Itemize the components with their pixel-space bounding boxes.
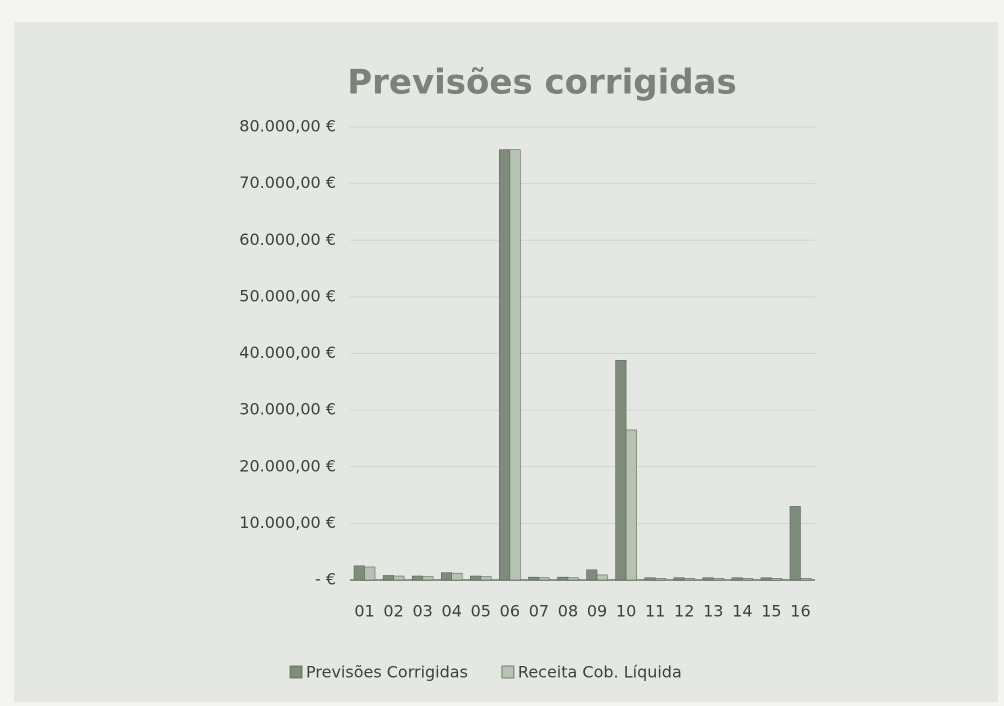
bar [567, 577, 579, 581]
bar [702, 577, 714, 581]
x-tick-label: 04 [442, 602, 462, 621]
bar [586, 569, 598, 581]
bar [673, 577, 685, 581]
legend-label: Previsões Corrigidas [306, 663, 468, 682]
bar [596, 574, 608, 581]
y-tick-label: 40.000,00 € [239, 343, 336, 362]
bar [411, 575, 423, 581]
bar [528, 576, 540, 581]
y-tick-label: 80.000,00 € [239, 117, 336, 136]
bar [422, 576, 434, 581]
y-tick-label: 60.000,00 € [239, 230, 336, 249]
x-tick-label: 16 [790, 602, 810, 621]
bar [451, 572, 463, 581]
bar [364, 566, 376, 581]
legend-swatch [289, 665, 303, 679]
bar [353, 565, 365, 581]
bar [771, 578, 783, 581]
bar [499, 149, 511, 581]
bar [557, 576, 569, 581]
x-tick-label: 15 [761, 602, 781, 621]
x-tick-label: 13 [703, 602, 723, 621]
bar [440, 572, 453, 581]
bar [712, 578, 725, 581]
bar [760, 577, 772, 581]
y-tick-label: 50.000,00 € [239, 286, 336, 305]
chart-title: Previsões corrigidas [347, 63, 737, 103]
bar [382, 575, 394, 581]
y-tick-label: 30.000,00 € [239, 400, 336, 419]
x-tick-label: 03 [412, 602, 432, 621]
x-tick-label: 06 [500, 602, 520, 621]
x-tick-label: 02 [383, 602, 403, 621]
bar [731, 577, 743, 581]
x-tick-label: 10 [616, 602, 636, 621]
x-tick-label: 11 [645, 602, 665, 621]
y-tick-label: 20.000,00 € [239, 456, 336, 475]
x-tick-label: 09 [587, 602, 607, 621]
bar [480, 576, 492, 581]
bar [644, 577, 656, 581]
bar [393, 575, 405, 581]
y-tick-label: 70.000,00 € [239, 173, 336, 192]
y-tick-label: - € [315, 570, 336, 589]
y-tick-label: 10.000,00 € [239, 513, 336, 532]
x-tick-label: 01 [354, 602, 374, 621]
bar [683, 578, 695, 581]
bar [509, 149, 521, 581]
x-tick-label: 12 [674, 602, 694, 621]
bar [470, 575, 482, 581]
bar [615, 359, 627, 581]
bar [800, 578, 812, 581]
x-tick-label: 08 [558, 602, 578, 621]
bar [538, 577, 550, 581]
x-tick-label: 14 [732, 602, 752, 621]
x-tick-label: 07 [529, 602, 549, 621]
legend-label: Receita Cob. Líquida [518, 663, 682, 682]
x-tick-label: 05 [471, 602, 491, 621]
bar [742, 578, 754, 581]
bar [789, 506, 801, 581]
legend-swatch [501, 665, 515, 679]
bar [625, 429, 637, 581]
bar [654, 578, 666, 581]
